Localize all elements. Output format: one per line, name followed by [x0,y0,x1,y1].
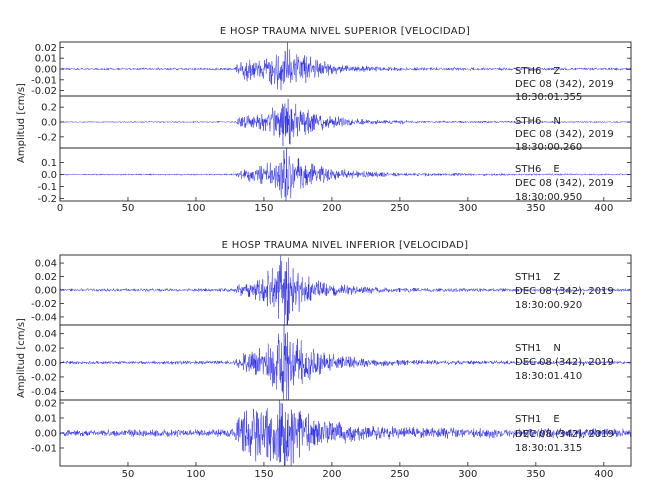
x-tick-label: 0 [57,203,63,214]
trace-y-axis: 0.020.010.00-0.01-0.02 [31,43,631,97]
trace-component: E [553,164,559,175]
trace-station-info: STH1 E [515,414,560,425]
y-tick-label: -0.02 [31,86,57,97]
y-tick-label: 0.01 [35,414,57,425]
trace-component: Z [553,272,560,283]
trace-component: N [553,116,560,127]
trace-waveform [59,98,632,147]
trace-time: 18:30:00.920 [515,300,582,311]
y-tick-label: 0.00 [35,65,57,76]
trace-date: DEC 08 (342), 2019 [515,178,614,189]
y-tick-label: 0.04 [35,259,57,270]
y-tick-label: 0.02 [35,43,57,54]
trace-station: STH6 [515,164,541,175]
trace-station: STH6 [515,116,541,127]
y-tick-label: 0.02 [35,344,57,355]
trace-station-info: STH6 Z [515,66,560,77]
trace-date: DEC 08 (342), 2019 [515,129,614,140]
trace-component: N [553,343,560,354]
y-tick-label: 0.02 [35,272,57,283]
trace-date: DEC 08 (342), 2019 [515,357,614,368]
trace-station-info: STH1 N [515,343,561,354]
trace-sth6-z: 0.020.010.00-0.01-0.02 STH6 Z DEC 08 (342… [31,41,632,103]
trace-station-info: STH6 N [515,116,561,127]
chart-inferior-x-axis: 50 100 150 200 250 300 350 400 [122,462,613,480]
trace-sth6-e: 0.10.0-0.1-0.2 STH6 E DEC 08 (342), 2019 … [37,147,632,205]
trace-station-info: STH1 Z [515,272,560,283]
trace-component: Z [553,66,560,77]
y-tick-label: 0.00 [35,286,57,297]
trace-y-axis: 0.02 0.01 0.00 -0.01 [31,399,631,455]
y-tick-label: -0.04 [31,387,57,398]
chart-superior: E HOSP TRAUMA NIVEL SUPERIOR [VELOCIDAD]… [16,26,632,214]
y-tick-label: -0.02 [31,372,57,383]
y-tick-label: 0.2 [41,103,57,114]
y-tick-label: -0.2 [37,132,57,143]
chart-superior-title: E HOSP TRAUMA NIVEL SUPERIOR [VELOCIDAD] [220,26,470,37]
trace-waveform [59,400,632,466]
trace-date: DEC 08 (342), 2019 [515,286,614,297]
y-tick-label: -0.02 [31,299,57,310]
trace-date: DEC 08 (342), 2019 [515,79,614,90]
y-tick-label: 0.0 [41,118,57,129]
y-tick-label: -0.04 [31,312,57,323]
trace-time: 18:30:01.410 [515,371,582,382]
trace-sth1-n: 0.04 0.02 0.00 -0.02 -0.04 STH1 N DEC 08 (342… [31,324,632,401]
y-tick-label: -0.01 [31,75,57,86]
trace-time: 18:30:00.950 [515,192,582,203]
trace-sth6-n: 0.2 0.0 -0.2 STH6 N DEC 08 (342), 2019 18:3… [37,95,632,153]
x-tick-label: 50 [122,203,135,214]
trace-time: 18:30:00.260 [515,142,582,153]
trace-waveform [59,325,632,400]
y-tick-label: -0.01 [31,444,57,455]
y-tick-label: 0.1 [41,158,57,169]
trace-y-axis: 0.04 0.02 0.00 -0.02 -0.04 [31,329,631,398]
y-tick-label: -0.2 [37,194,57,205]
chart-inferior-y-axis-label: Amplitud [cm/s] [16,318,27,398]
trace-waveform [59,255,632,325]
x-tick-label: 350 [526,469,545,480]
x-tick-label: 200 [322,469,341,480]
y-tick-label: -0.1 [37,182,57,193]
trace-station: STH1 [515,414,541,425]
y-tick-label: 0.01 [35,54,57,65]
trace-sth1-z: 0.04 0.02 0.00 -0.02 -0.04 STH1 Z DEC 08 (342… [31,254,632,326]
y-tick-label: 0.00 [35,358,57,369]
x-tick-label: 100 [186,203,205,214]
x-tick-label: 300 [458,203,477,214]
trace-date: DEC 08 (342), 2019 [515,429,614,440]
x-tick-label: 250 [390,469,409,480]
x-tick-label: 400 [594,469,613,480]
trace-waveform [60,148,632,201]
trace-sth1-e: 0.02 0.01 0.00 -0.01 STH1 E DEC 08 (342), 20… [31,399,632,467]
x-tick-label: 100 [186,469,205,480]
y-tick-label: 0.0 [41,170,57,181]
chart-superior-y-axis-label: Amplitud [cm/s] [16,83,27,163]
trace-station: STH1 [515,343,541,354]
y-tick-label: 0.04 [35,329,57,340]
x-tick-label: 300 [458,469,477,480]
x-tick-label: 350 [526,203,545,214]
trace-component: E [553,414,559,425]
x-tick-label: 150 [254,469,273,480]
trace-time: 18:30:01.355 [515,92,582,103]
x-tick-label: 400 [594,203,613,214]
chart-inferior: E HOSP TRAUMA NIVEL INFERIOR [VELOCIDAD]… [16,240,632,480]
x-tick-label: 250 [390,203,409,214]
trace-waveform [59,42,632,91]
x-tick-label: 50 [122,469,135,480]
chart-inferior-title: E HOSP TRAUMA NIVEL INFERIOR [VELOCIDAD] [222,240,469,251]
x-tick-label: 200 [322,203,341,214]
trace-y-axis: 0.04 0.02 0.00 -0.02 -0.04 [31,259,631,323]
y-tick-label: 0.00 [35,429,57,440]
chart-superior-x-axis: 0 50 100 150 200 250 300 350 400 [57,197,613,214]
trace-time: 18:30:01.315 [515,443,582,454]
x-tick-label: 150 [254,203,273,214]
trace-station: STH1 [515,272,541,283]
trace-station-info: STH6 E [515,164,560,175]
trace-station: STH6 [515,66,541,77]
y-tick-label: 0.02 [35,399,57,410]
